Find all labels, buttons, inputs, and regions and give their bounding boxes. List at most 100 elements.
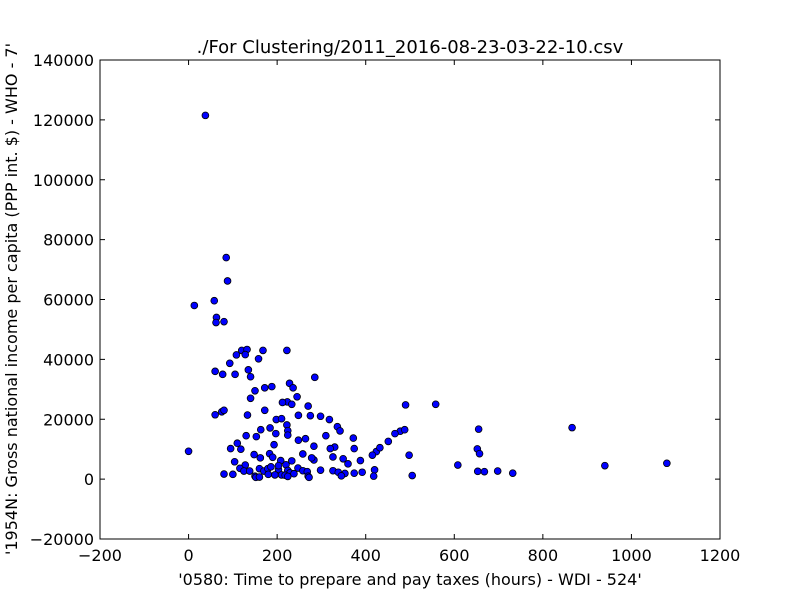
- x-tick-label: −200: [78, 546, 122, 565]
- data-point: [229, 470, 237, 479]
- data-point: [493, 467, 502, 475]
- y-tick: 140000: [33, 51, 720, 70]
- y-tick: 0: [84, 470, 720, 489]
- data-point: [244, 366, 253, 374]
- data-point: [475, 449, 484, 458]
- y-tick-label: 20000: [43, 410, 94, 429]
- y-tick: 100000: [33, 171, 720, 190]
- data-point: [326, 444, 335, 453]
- data-point: [254, 354, 263, 363]
- data-point: [268, 382, 276, 391]
- data-point: [325, 415, 334, 424]
- data-point: [272, 429, 280, 438]
- x-tick-label: 0: [183, 546, 193, 565]
- y-tick-label: 80000: [43, 231, 94, 250]
- data-point: [233, 439, 242, 448]
- data-point: [220, 317, 228, 326]
- data-point: [278, 398, 287, 407]
- data-point: [252, 432, 261, 441]
- data-point: [184, 447, 193, 456]
- data-point: [369, 472, 378, 480]
- ticks-layer: −200 0 200 400 600 800 1000 1200 −20000 0 20000 400…: [30, 51, 741, 565]
- data-point: [243, 411, 252, 419]
- data-point: [226, 444, 235, 453]
- data-point: [350, 469, 359, 477]
- y-axis-label: '1954N: Gross national income per capita…: [2, 43, 21, 555]
- x-tick: 1000: [611, 60, 652, 565]
- data-point: [316, 412, 325, 421]
- data-point: [274, 461, 283, 470]
- y-tick-label: 0: [84, 470, 94, 489]
- data-point: [431, 400, 440, 409]
- data-point: [256, 454, 265, 462]
- data-point: [246, 372, 255, 381]
- points-layer: [184, 111, 671, 482]
- data-point: [220, 470, 228, 478]
- data-point: [212, 318, 220, 327]
- chart-title: ./For Clustering/2011_2016-08-23-03-22-1…: [197, 37, 624, 58]
- data-point: [211, 367, 219, 376]
- data-point: [232, 351, 241, 359]
- data-point: [568, 423, 576, 432]
- data-point: [290, 469, 298, 478]
- data-point: [266, 424, 274, 432]
- y-tick: 20000: [43, 410, 720, 429]
- data-point: [356, 456, 365, 465]
- data-point: [264, 470, 273, 479]
- data-point: [255, 473, 264, 481]
- data-point: [358, 468, 366, 477]
- data-point: [220, 406, 228, 415]
- data-point: [246, 394, 255, 403]
- x-tick-label: 400: [350, 546, 381, 565]
- y-tick-label: 120000: [33, 111, 94, 130]
- x-tick-label: 600: [439, 546, 470, 565]
- data-point: [259, 346, 267, 355]
- data-point: [601, 461, 609, 470]
- data-point: [454, 461, 462, 469]
- data-point: [283, 346, 291, 355]
- data-point: [301, 434, 310, 443]
- x-tick-label: 800: [528, 546, 559, 565]
- x-tick-label: 1000: [611, 546, 652, 565]
- data-point: [336, 427, 344, 435]
- data-point: [339, 454, 347, 463]
- data-point: [222, 253, 231, 262]
- x-tick: 800: [528, 60, 559, 565]
- data-point: [287, 457, 296, 465]
- data-point: [225, 359, 234, 368]
- data-point: [322, 431, 330, 440]
- data-point: [474, 425, 483, 433]
- x-tick-label: 1200: [700, 546, 741, 565]
- data-point: [277, 414, 286, 423]
- data-point: [268, 453, 277, 462]
- data-point: [270, 440, 278, 449]
- data-point: [271, 471, 279, 479]
- data-point: [400, 425, 409, 434]
- data-point: [260, 406, 269, 415]
- x-tick: 0: [183, 60, 194, 565]
- data-point: [260, 384, 269, 392]
- x-tick: −200: [78, 60, 122, 565]
- x-axis-label: '0580: Time to prepare and pay taxes (ho…: [178, 570, 642, 589]
- data-point: [405, 451, 413, 459]
- data-point: [294, 436, 303, 445]
- data-point: [370, 466, 379, 474]
- data-point: [294, 411, 303, 420]
- y-tick-label: 60000: [43, 291, 94, 310]
- data-point: [293, 392, 301, 401]
- data-point: [223, 277, 232, 285]
- data-point: [231, 370, 239, 379]
- data-point: [267, 463, 275, 471]
- y-tick: 60000: [43, 291, 720, 310]
- data-point: [329, 453, 337, 461]
- data-point: [230, 457, 239, 466]
- data-point: [401, 401, 410, 409]
- data-point: [256, 425, 265, 434]
- data-point: [306, 411, 315, 420]
- data-point: [251, 387, 259, 395]
- y-tick: −20000: [30, 530, 720, 549]
- data-point: [408, 471, 417, 480]
- data-point: [299, 450, 307, 458]
- x-tick: 200: [262, 60, 292, 565]
